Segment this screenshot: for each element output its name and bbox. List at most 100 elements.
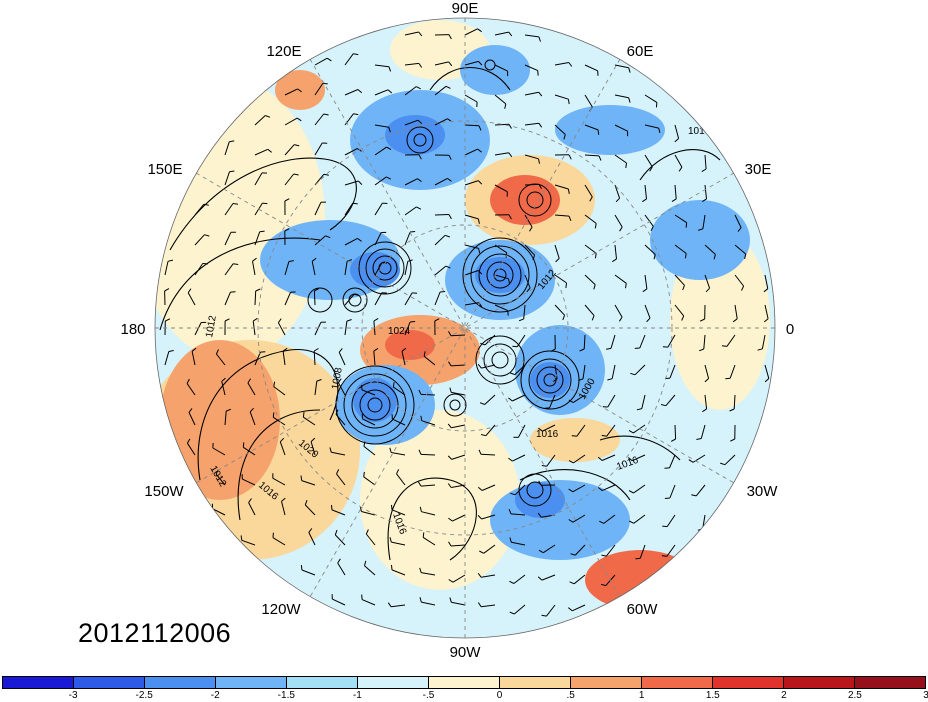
colorbar-cell <box>429 677 500 688</box>
wind-barb-flag <box>316 379 322 382</box>
wind-barb <box>523 304 526 319</box>
wind-barb-flag <box>167 259 174 262</box>
wind-barb-flag <box>359 506 362 512</box>
wind-barb <box>344 261 348 276</box>
wind-barb <box>421 572 436 576</box>
wind-barb-flag <box>288 260 294 262</box>
wind-barb-flag <box>387 89 393 94</box>
wind-barb-flag <box>352 202 358 205</box>
wind-barb <box>669 364 676 379</box>
lon-label-60w: 60W <box>627 601 659 618</box>
wind-barb-flag <box>445 265 451 269</box>
wind-barb <box>451 454 466 460</box>
wind-barb-flag <box>538 36 541 42</box>
wind-barb <box>584 304 595 316</box>
wind-barb-flag <box>601 554 607 557</box>
wind-barb-flag <box>389 447 392 453</box>
wind-barb-flag <box>387 602 392 608</box>
longitude-labels: 90E 60E 30E 0 30W 60W 90W 120W 150W 180 … <box>120 0 794 661</box>
wind-barb <box>374 124 389 128</box>
wind-barb-flag <box>510 492 516 496</box>
wind-barb-flag <box>607 378 613 381</box>
wind-barb-flag <box>353 53 359 56</box>
wind-barb-flag <box>448 331 452 336</box>
wind-barb-flag <box>388 66 392 72</box>
wind-barb-flag <box>252 257 257 262</box>
wind-barb <box>700 424 706 439</box>
wind-barb-flag <box>391 504 393 510</box>
wind-barb-flag <box>478 449 482 455</box>
wind-barb <box>464 124 480 127</box>
wind-barb-flag <box>649 166 653 172</box>
wind-barb-flag <box>629 520 634 524</box>
wind-barb-flag <box>311 257 317 262</box>
wind-barb-flag <box>568 215 572 221</box>
wind-barb-flag <box>599 520 605 524</box>
lon-label-150w: 150W <box>144 483 184 500</box>
wind-barb-flag <box>598 155 602 161</box>
wind-barb <box>639 544 646 559</box>
wind-barb <box>188 412 196 426</box>
wind-barb-flag <box>757 348 763 351</box>
wind-barb <box>451 391 466 396</box>
wind-barb-flag <box>448 61 453 67</box>
wind-barb-flag <box>538 480 542 486</box>
wind-barb <box>331 509 346 516</box>
wind-barb-flag <box>365 529 369 535</box>
wind-barb-flag <box>570 553 576 556</box>
wind-barb <box>392 418 406 426</box>
wind-barb <box>344 293 355 306</box>
wind-barb <box>391 541 406 546</box>
wind-barb <box>704 364 710 379</box>
wind-barb <box>611 364 616 379</box>
wind-barb <box>634 364 646 376</box>
wind-barb-flag <box>448 34 452 40</box>
colorbar-cell <box>145 677 216 688</box>
wind-barb-flag <box>696 438 702 440</box>
wind-barb-flag <box>597 456 603 461</box>
wind-barb-flag <box>541 614 547 617</box>
wind-barb-flag <box>518 318 524 322</box>
wind-barb-flag <box>477 148 482 153</box>
lon-label-60e: 60E <box>627 43 654 60</box>
wind-barb <box>301 480 316 486</box>
wind-barb-flag <box>186 378 190 384</box>
wind-barb <box>277 322 286 336</box>
wind-barb-flag <box>567 99 570 105</box>
wind-barb-flag <box>606 347 612 350</box>
wind-barb-flag <box>447 455 453 460</box>
wind-barb-flag <box>509 372 515 376</box>
wind-barb-flag <box>619 226 623 232</box>
wind-barb-flag <box>698 228 704 231</box>
wind-barb <box>310 441 316 456</box>
wind-barb <box>524 274 531 289</box>
wind-barb-flag <box>704 378 709 383</box>
wind-barb <box>614 124 628 132</box>
wind-barb <box>669 484 676 499</box>
cold-anomaly-arctic-core <box>475 257 525 293</box>
colorbar-tick-label: 1.5 <box>705 690 720 701</box>
wind-barb <box>279 441 286 456</box>
wind-barb <box>554 214 570 217</box>
wind-barb <box>572 484 586 493</box>
wind-barb <box>574 544 586 556</box>
wind-barb-flag <box>259 230 265 233</box>
wind-barb-flag <box>702 408 707 413</box>
wind-barb <box>511 541 526 546</box>
wind-barb-flag <box>445 85 451 89</box>
wind-barb <box>452 514 466 522</box>
wind-barb <box>603 514 616 524</box>
wind-barb <box>481 514 496 520</box>
wind-barb <box>524 214 533 228</box>
wind-barb-flag <box>282 347 288 352</box>
wind-barb <box>284 117 298 126</box>
cold-anomaly-europe <box>650 200 750 280</box>
wind-barb <box>344 113 354 126</box>
wind-barb <box>704 394 708 409</box>
wind-barb-flag <box>568 519 574 523</box>
cold-anomaly-north-top <box>460 45 530 95</box>
wind-barb-flag <box>508 123 512 129</box>
wind-barb-flag <box>737 227 742 232</box>
wind-barb-flag <box>417 119 423 124</box>
wind-barb <box>308 532 316 546</box>
